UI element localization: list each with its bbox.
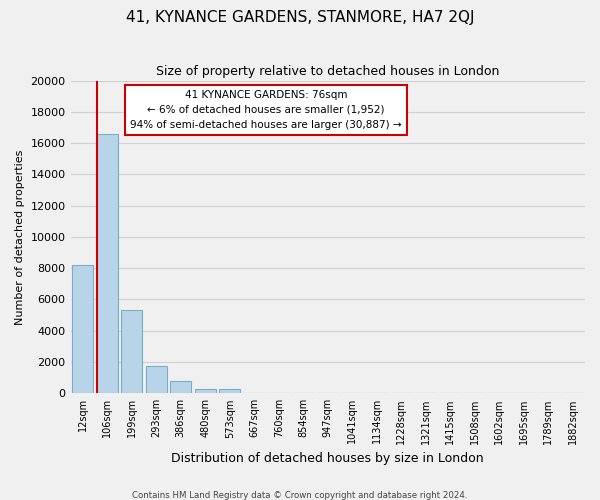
Bar (73, 265, 93, 394)
Text: 41 KYNANCE GARDENS: 76sqm
← 6% of detached houses are smaller (1,952)
94% of sem: 41 KYNANCE GARDENS: 76sqm ← 6% of detach… (130, 90, 402, 130)
Y-axis label: Number of detached properties: Number of detached properties (15, 149, 25, 324)
Bar (97, 134, 118, 394)
Bar (146, 366, 167, 394)
Bar (170, 381, 191, 394)
Text: Contains HM Land Registry data © Crown copyright and database right 2024.: Contains HM Land Registry data © Crown c… (132, 490, 468, 500)
Bar (220, 390, 240, 394)
Title: Size of property relative to detached houses in London: Size of property relative to detached ho… (156, 65, 499, 78)
X-axis label: Distribution of detached houses by size in London: Distribution of detached houses by size … (172, 452, 484, 465)
Bar (195, 390, 215, 394)
Bar (121, 310, 142, 394)
Text: 41, KYNANCE GARDENS, STANMORE, HA7 2QJ: 41, KYNANCE GARDENS, STANMORE, HA7 2QJ (126, 10, 474, 25)
